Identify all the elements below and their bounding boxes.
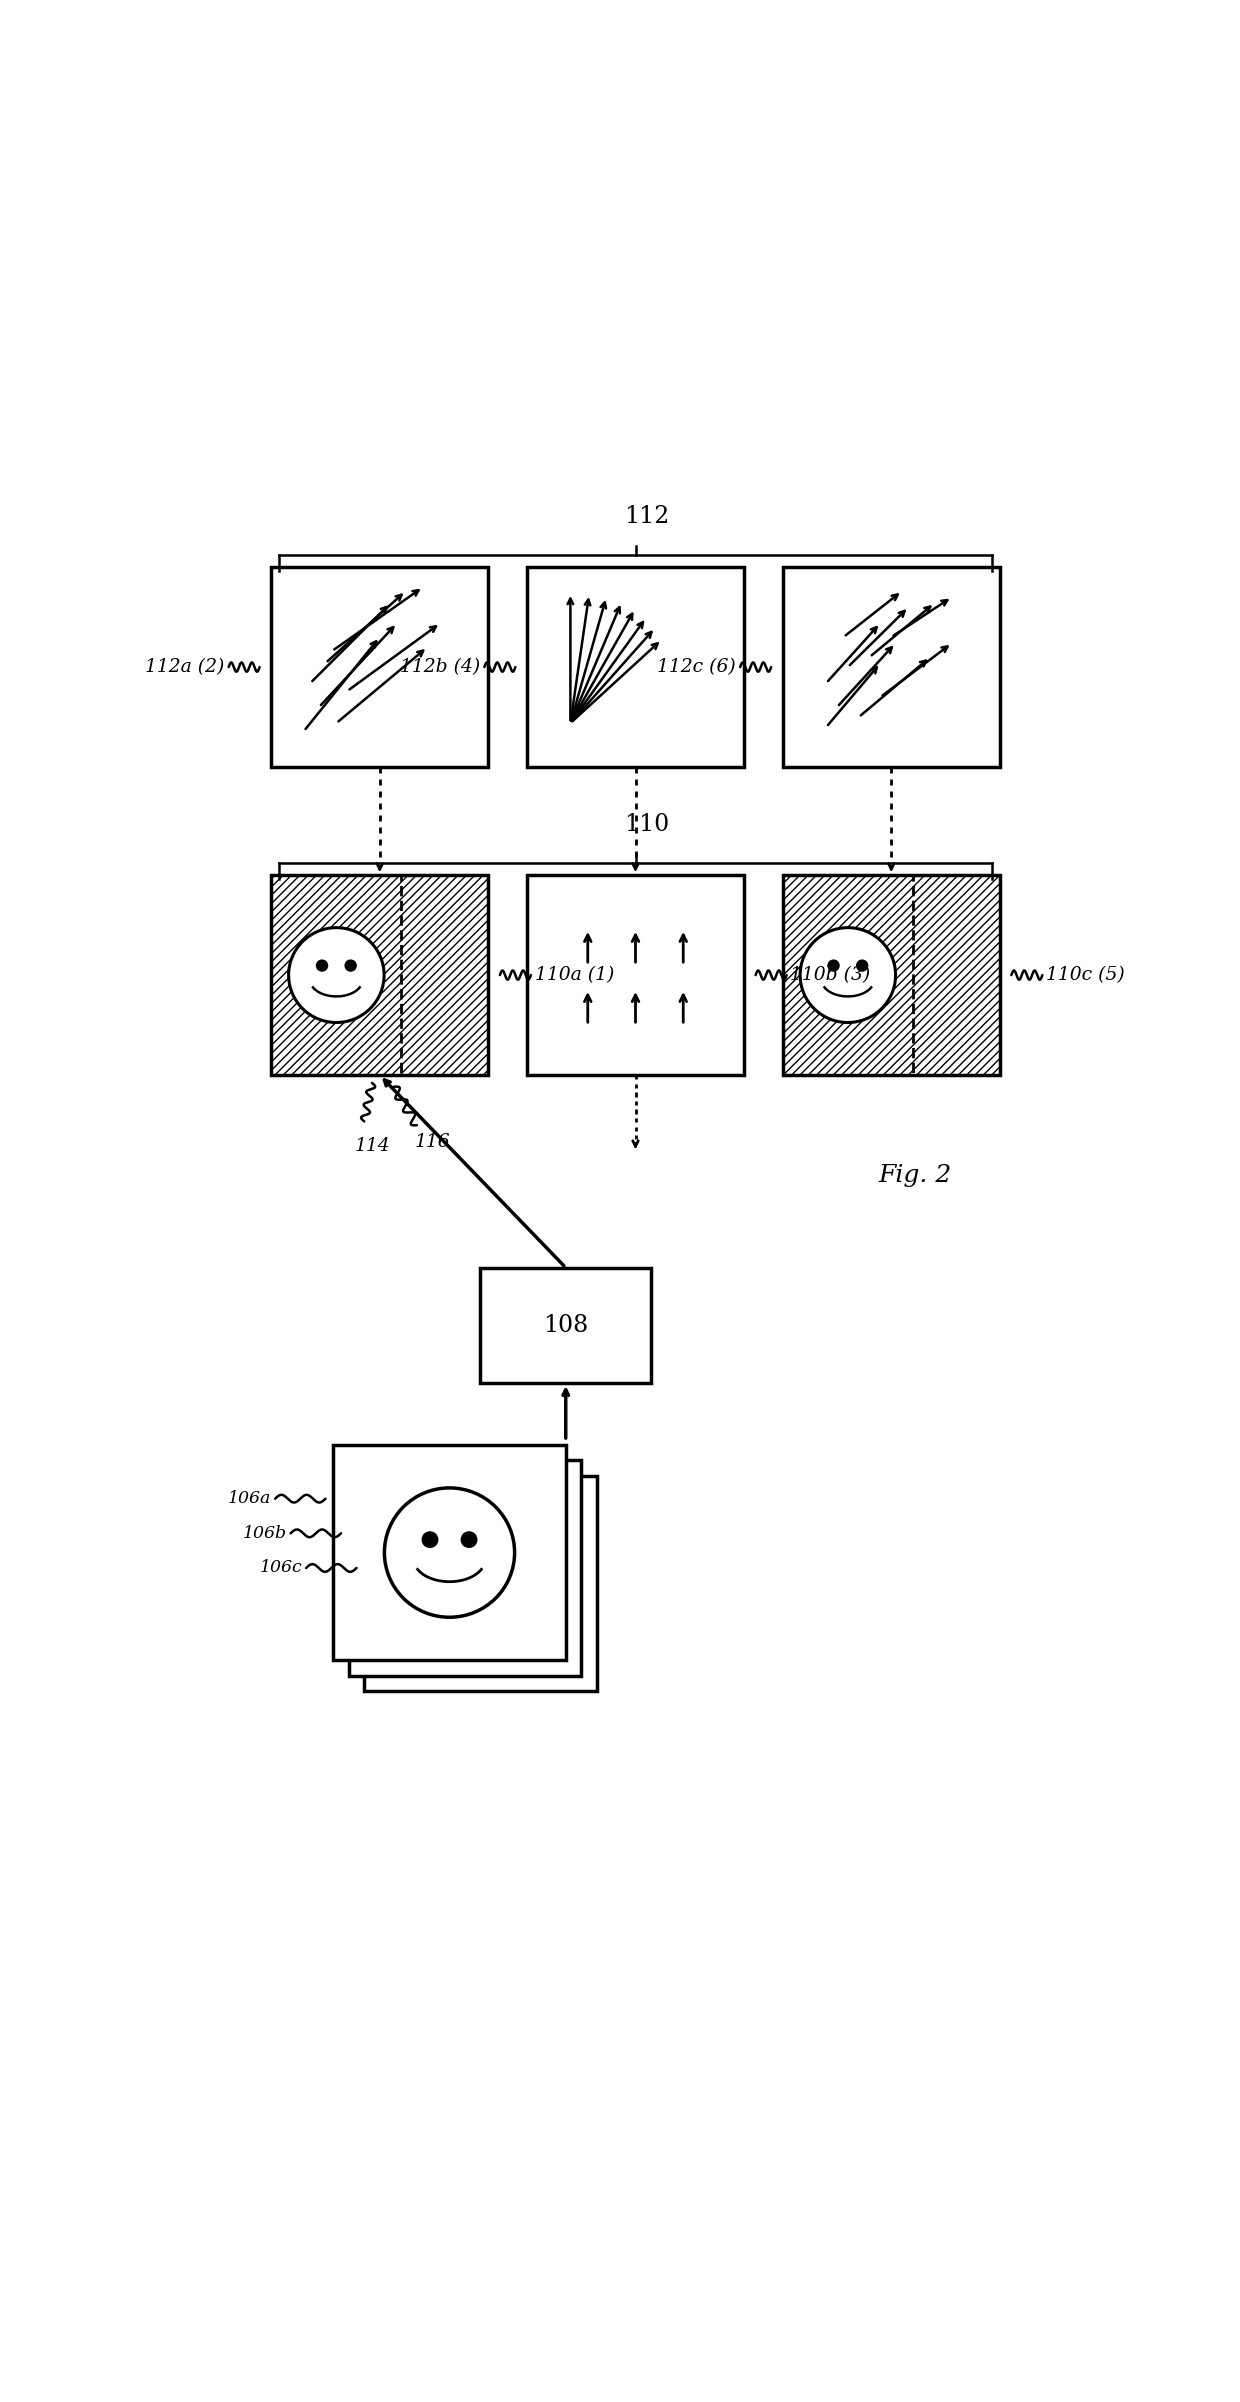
Bar [272,567,489,766]
Circle shape [289,927,384,1023]
Circle shape [827,958,839,973]
Bar [348,1460,582,1677]
Bar [527,567,744,766]
Text: 110b (3): 110b (3) [791,966,870,985]
Bar [782,874,999,1076]
Text: 110: 110 [625,814,670,836]
Text: 112b (4): 112b (4) [401,658,481,675]
Circle shape [384,1487,515,1617]
Text: 110c (5): 110c (5) [1047,966,1125,985]
Bar [365,1475,596,1691]
Text: 106a: 106a [228,1489,272,1506]
Circle shape [856,958,868,973]
Bar [782,874,913,1076]
Circle shape [422,1530,439,1547]
Bar [272,874,402,1076]
Text: 110a (1): 110a (1) [534,966,614,985]
Circle shape [460,1530,477,1547]
Text: 112: 112 [625,504,670,528]
Bar [480,1268,651,1384]
Bar [334,1444,565,1660]
Text: 108: 108 [543,1314,588,1338]
Text: 116: 116 [414,1134,450,1151]
Text: 106c: 106c [259,1559,303,1576]
Bar [782,567,999,766]
Text: 112c (6): 112c (6) [657,658,737,675]
Text: Fig. 2: Fig. 2 [878,1165,951,1187]
Bar [527,874,744,1076]
Circle shape [345,958,357,973]
Bar [272,874,489,1076]
Circle shape [316,958,329,973]
Text: 112a (2): 112a (2) [145,658,224,675]
Circle shape [800,927,895,1023]
Text: 106b: 106b [243,1525,286,1542]
Text: 114: 114 [355,1136,389,1155]
